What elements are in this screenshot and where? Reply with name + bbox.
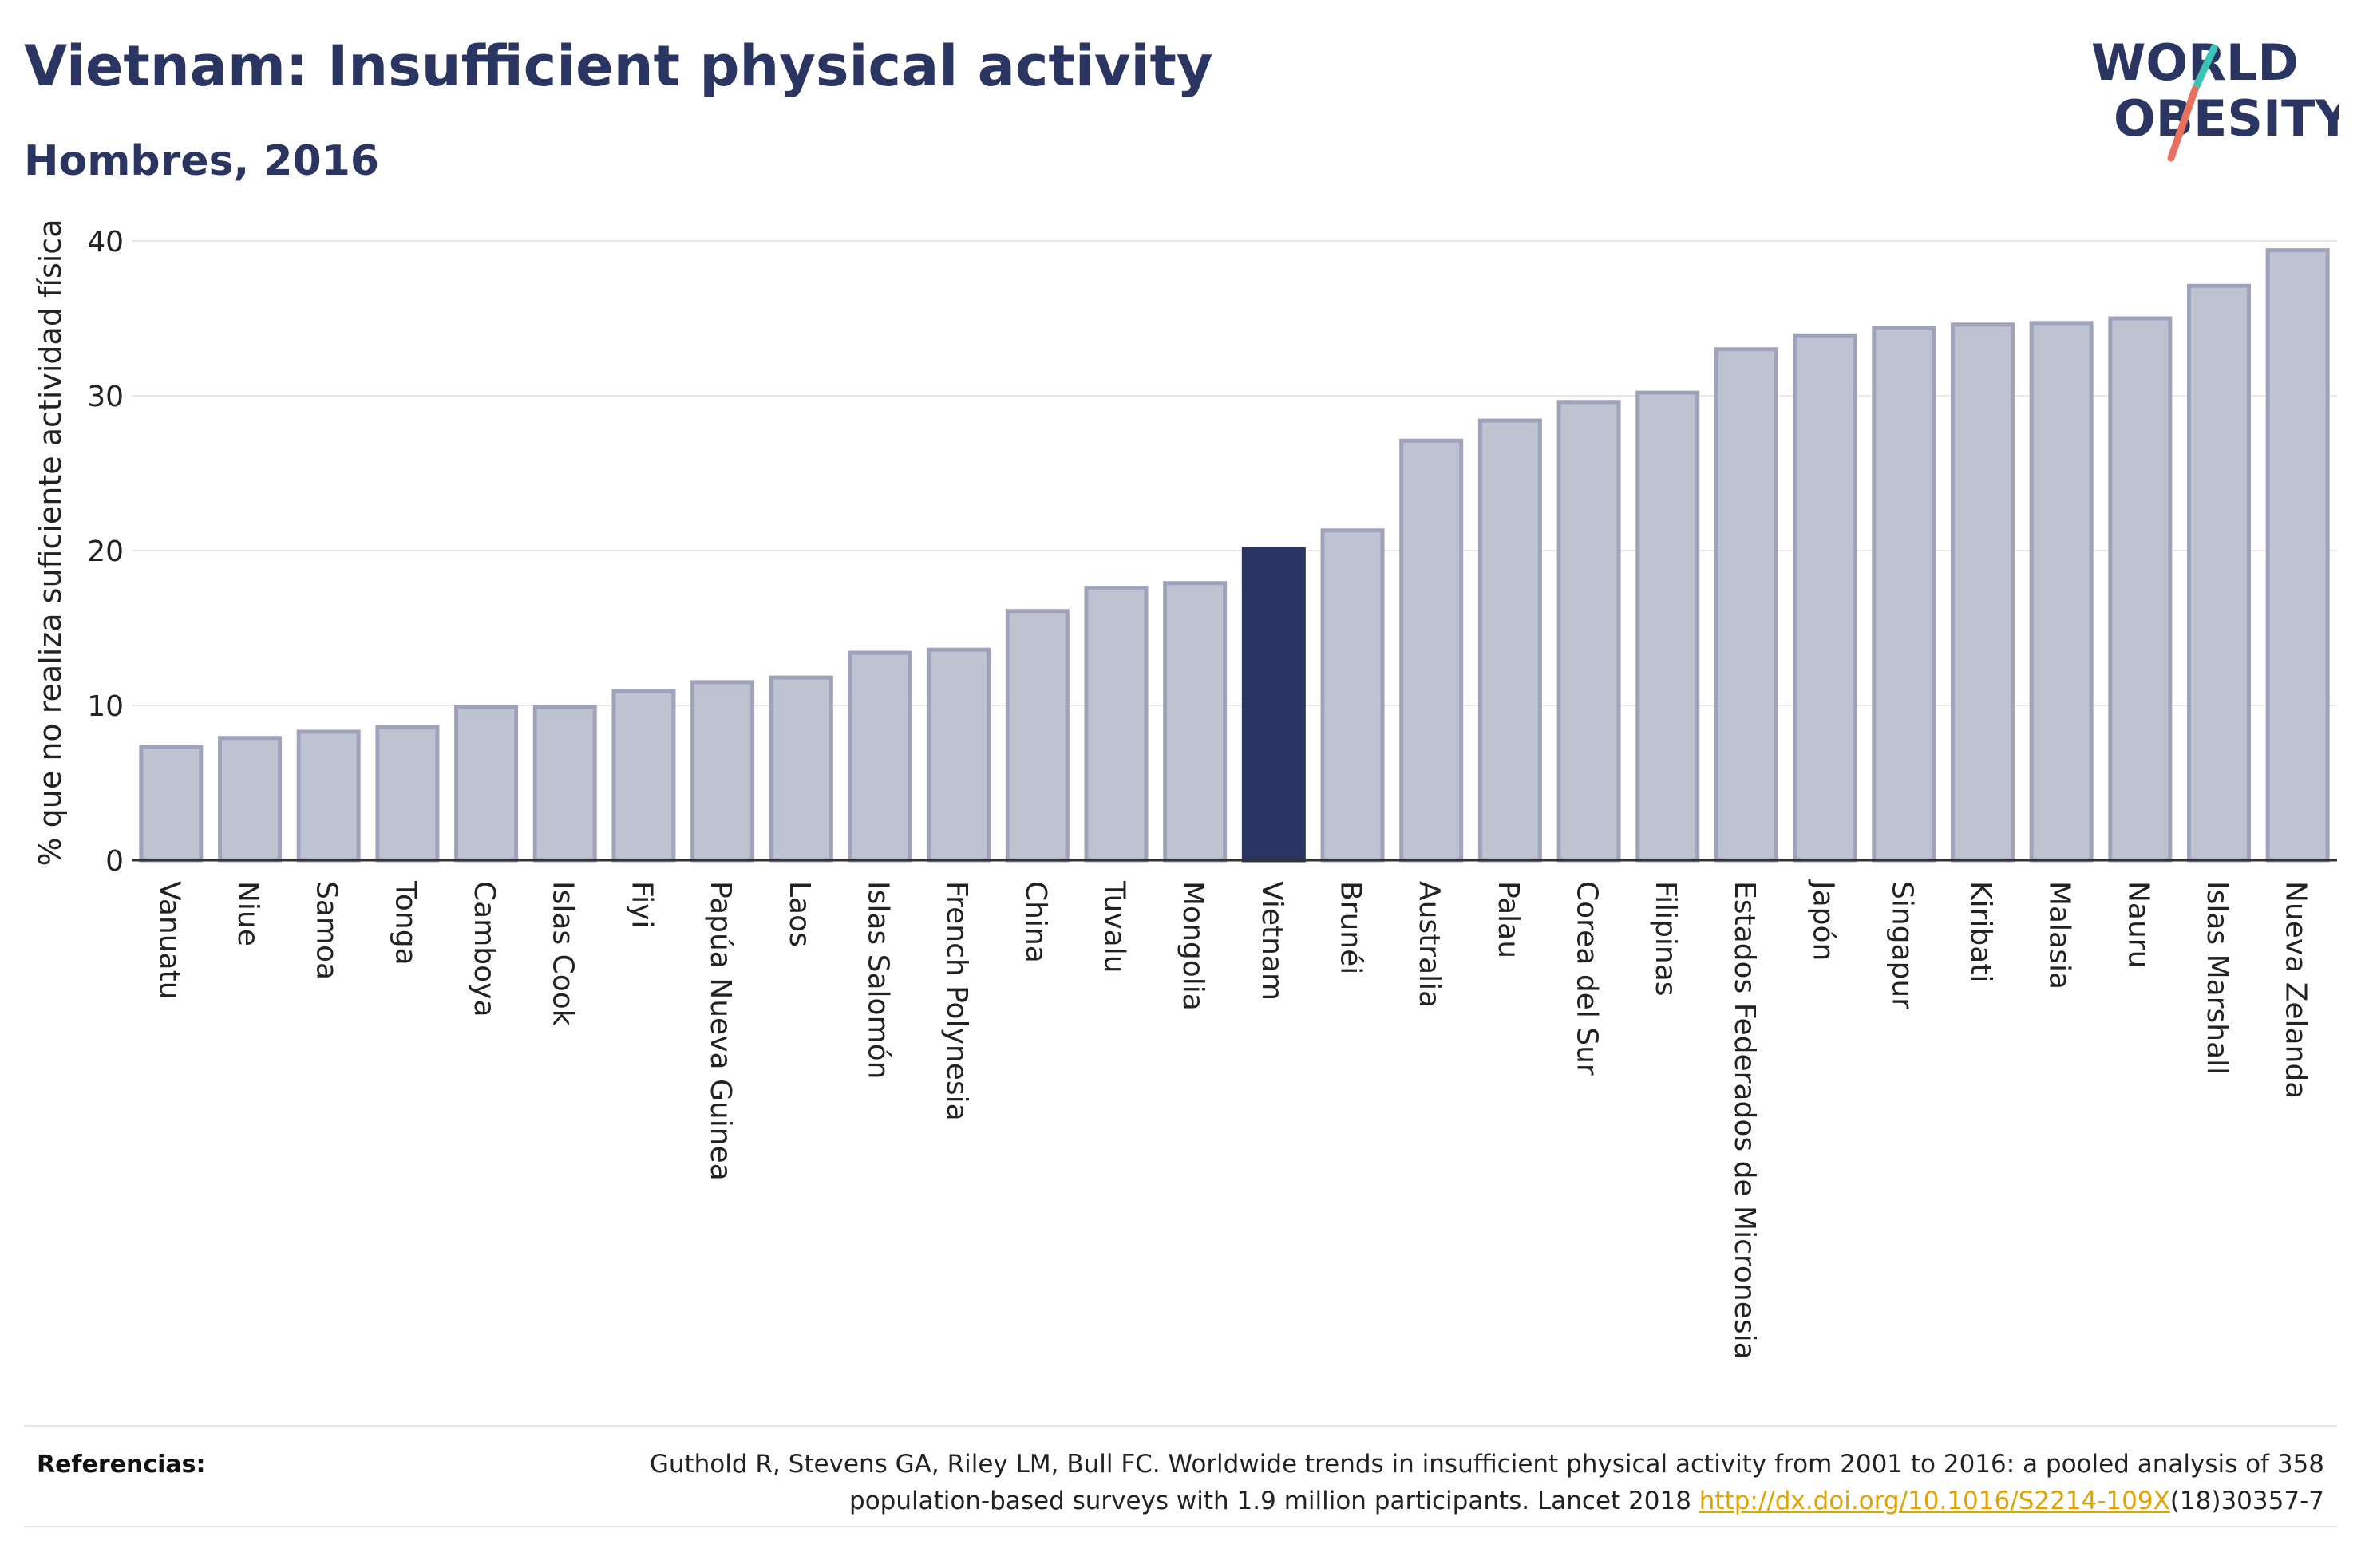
x-tick-label: Vietnam bbox=[1256, 881, 1288, 1001]
bar-malasia bbox=[2029, 321, 2094, 863]
bar-nauru bbox=[2108, 316, 2173, 863]
bar-estados-federados-de-micronesia bbox=[1714, 347, 1778, 863]
bar-china bbox=[1005, 609, 1070, 863]
y-tick-label: 10 bbox=[87, 690, 124, 723]
x-tick-label: Islas Salomón bbox=[861, 881, 894, 1079]
references-label: Referencias: bbox=[37, 1451, 206, 1479]
bar-pap-a-nueva-guinea bbox=[690, 680, 755, 863]
bar-kiribati bbox=[1950, 322, 2015, 863]
bar-niue bbox=[218, 736, 283, 863]
references-doi-link[interactable]: http://dx.doi.org/10.1016/S2214-109X bbox=[1699, 1487, 2170, 1515]
world-obesity-logo: WORLD OBESITY bbox=[2091, 34, 2339, 162]
bar-islas-marshall bbox=[2186, 283, 2251, 863]
y-tick-label: 0 bbox=[105, 845, 124, 878]
references-text: Guthold R, Stevens GA, Riley LM, Bull FC… bbox=[568, 1446, 2324, 1519]
x-tick-label: Laos bbox=[783, 881, 816, 947]
x-tick-label: Filipinas bbox=[1649, 881, 1682, 997]
x-tick-label: Malasia bbox=[2043, 881, 2076, 989]
logo-slash-red bbox=[2167, 85, 2199, 162]
bar-singapur bbox=[1872, 326, 1936, 863]
x-tick-label: Kiribati bbox=[1964, 881, 1997, 982]
bar-laos bbox=[769, 675, 833, 863]
references-citation: Guthold R, Stevens GA, Riley LM, Bull FC… bbox=[649, 1450, 2324, 1515]
bar-vietnam bbox=[1241, 547, 1306, 863]
x-tick-label: Nauru bbox=[2122, 881, 2154, 968]
chart-title: Vietnam: Insufficient physical activity bbox=[24, 34, 1213, 99]
bar-tonga bbox=[375, 725, 440, 863]
x-tick-label: Brunéi bbox=[1335, 881, 1367, 974]
x-tick-label: Vanuatu bbox=[152, 881, 185, 1000]
x-tick-label: Palau bbox=[1492, 881, 1525, 958]
y-tick-label: 40 bbox=[87, 226, 124, 259]
bar-filipinas bbox=[1635, 390, 1700, 863]
bar-islas-cook bbox=[532, 705, 597, 863]
x-tick-label: Tuvalu bbox=[1097, 880, 1130, 974]
bar-brun-i bbox=[1320, 528, 1385, 863]
x-tick-label: Mongolia bbox=[1177, 881, 1209, 1011]
x-tick-label: Islas Marshall bbox=[2201, 881, 2233, 1075]
x-tick-label: Japón bbox=[1807, 879, 1840, 961]
bar-palau bbox=[1477, 418, 1542, 863]
bar-tuvalu bbox=[1084, 586, 1149, 863]
x-tick-label: Fiyi bbox=[625, 881, 658, 928]
bar-jap-n bbox=[1793, 333, 1857, 863]
y-tick-label: 20 bbox=[87, 535, 124, 568]
x-tick-label: Corea del Sur bbox=[1571, 881, 1604, 1076]
x-tick-label: Islas Cook bbox=[547, 881, 579, 1026]
bar-french-polynesia bbox=[927, 647, 991, 863]
bar-samoa bbox=[296, 729, 361, 863]
bar-corea-del-sur bbox=[1556, 400, 1621, 863]
bar-nueva-zelanda bbox=[2265, 248, 2330, 863]
bar-chart: 0 10 20 30 40 % que no realiza suficiente act… bbox=[33, 219, 2337, 1360]
x-tick-label: Camboya bbox=[468, 881, 500, 1017]
bar-camboya bbox=[454, 705, 519, 863]
bar-australia bbox=[1399, 438, 1464, 863]
chart-subtitle: Hombres, 2016 bbox=[24, 137, 380, 185]
logo-slash-teal bbox=[2191, 44, 2218, 93]
bar-mongolia bbox=[1163, 581, 1228, 863]
x-tick-label: Estados Federados de Micronesia bbox=[1728, 881, 1761, 1360]
x-tick-label: French Polynesia bbox=[940, 881, 973, 1121]
x-tick-label: Nueva Zelanda bbox=[2280, 881, 2312, 1099]
x-tick-label: China bbox=[1019, 881, 1052, 963]
y-axis-title: % que no realiza suficiente actividad fí… bbox=[33, 219, 68, 867]
x-tick-label: Singapur bbox=[1885, 881, 1918, 1009]
bar-fiyi bbox=[611, 689, 676, 863]
divider-top bbox=[24, 1425, 2337, 1427]
references-doi-suffix: (18)30357-7 bbox=[2169, 1487, 2324, 1515]
logo-obesity-text: OBESITY bbox=[2114, 89, 2339, 148]
x-tick-label: Niue bbox=[231, 881, 264, 946]
x-tick-label: Samoa bbox=[310, 881, 343, 980]
x-tick-label: Australia bbox=[1413, 881, 1445, 1008]
y-tick-label: 30 bbox=[87, 381, 124, 413]
x-tick-label: Tonga bbox=[389, 880, 421, 966]
divider-bottom bbox=[24, 1526, 2337, 1527]
bar-islas-salom-n bbox=[848, 650, 912, 863]
bar-vanuatu bbox=[139, 745, 204, 863]
x-tick-label: Papúa Nueva Guinea bbox=[704, 881, 737, 1181]
